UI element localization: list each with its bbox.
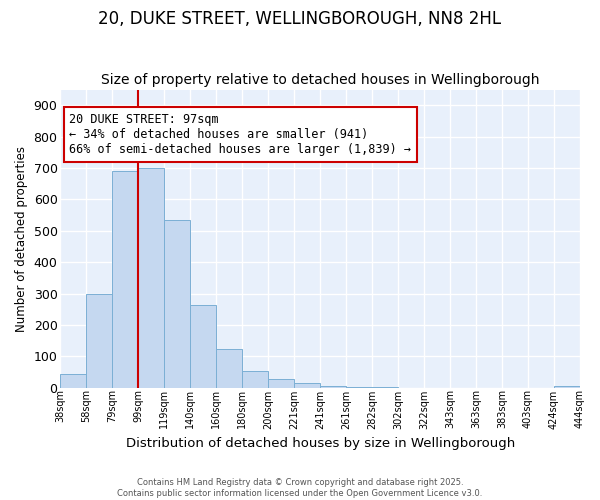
Bar: [86, 294, 112, 388]
Y-axis label: Number of detached properties: Number of detached properties: [15, 146, 28, 332]
Text: 20 DUKE STREET: 97sqm
← 34% of detached houses are smaller (941)
66% of semi-det: 20 DUKE STREET: 97sqm ← 34% of detached …: [70, 113, 412, 156]
Text: 20, DUKE STREET, WELLINGBOROUGH, NN8 2HL: 20, DUKE STREET, WELLINGBOROUGH, NN8 2HL: [98, 10, 502, 28]
Bar: [242, 370, 268, 388]
Title: Size of property relative to detached houses in Wellingborough: Size of property relative to detached ho…: [101, 73, 539, 87]
Bar: [61, 374, 86, 388]
Text: Contains HM Land Registry data © Crown copyright and database right 2025.
Contai: Contains HM Land Registry data © Crown c…: [118, 478, 482, 498]
Bar: [138, 168, 164, 388]
Bar: [190, 304, 216, 388]
X-axis label: Distribution of detached houses by size in Wellingborough: Distribution of detached houses by size …: [125, 437, 515, 450]
Bar: [346, 387, 372, 388]
Bar: [268, 379, 294, 388]
Bar: [294, 383, 320, 388]
Bar: [112, 171, 138, 388]
Bar: [216, 348, 242, 388]
Bar: [164, 220, 190, 388]
Bar: [554, 386, 580, 388]
Bar: [320, 386, 346, 388]
